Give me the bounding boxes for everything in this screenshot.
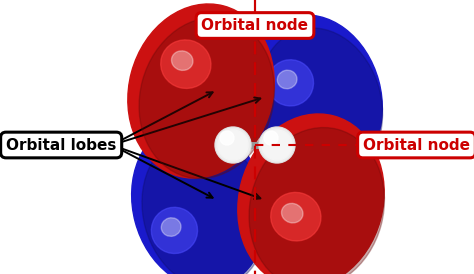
Circle shape	[216, 128, 250, 162]
Ellipse shape	[258, 28, 383, 181]
Circle shape	[260, 128, 294, 162]
Ellipse shape	[249, 127, 384, 274]
Text: Orbital node: Orbital node	[363, 138, 470, 153]
Circle shape	[259, 127, 295, 163]
Ellipse shape	[282, 203, 303, 223]
Circle shape	[215, 127, 251, 163]
Ellipse shape	[139, 18, 274, 179]
Text: Orbital node: Orbital node	[201, 18, 309, 33]
Text: Orbital lobes: Orbital lobes	[6, 138, 117, 153]
Ellipse shape	[277, 70, 297, 89]
Ellipse shape	[247, 15, 383, 181]
Ellipse shape	[132, 122, 266, 274]
Circle shape	[262, 130, 292, 160]
Circle shape	[264, 131, 278, 145]
Ellipse shape	[142, 135, 266, 274]
Circle shape	[220, 131, 234, 145]
Ellipse shape	[161, 218, 181, 236]
Ellipse shape	[238, 114, 384, 274]
Ellipse shape	[267, 60, 313, 106]
Ellipse shape	[151, 207, 198, 253]
Ellipse shape	[172, 51, 193, 70]
Ellipse shape	[271, 192, 321, 241]
Circle shape	[218, 130, 248, 160]
Ellipse shape	[161, 40, 211, 89]
Ellipse shape	[128, 4, 274, 178]
